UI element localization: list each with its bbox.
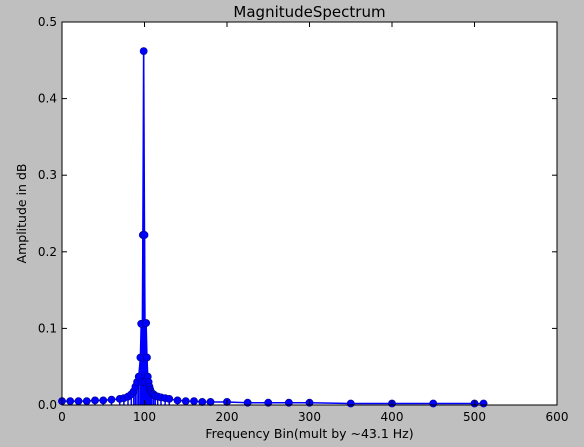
- y-tick-label: 0.2: [38, 245, 57, 259]
- x-tick-label: 0: [58, 410, 66, 424]
- data-point: [142, 319, 151, 327]
- x-tick-label: 100: [133, 410, 156, 424]
- data-point: [181, 397, 190, 406]
- data-point: [107, 395, 116, 404]
- chart-title: MagnitudeSpectrum: [233, 3, 385, 21]
- data-point: [139, 47, 148, 56]
- data-point: [82, 397, 91, 406]
- data-point: [190, 397, 198, 406]
- y-tick-label: 0.0: [38, 398, 57, 412]
- data-point: [143, 353, 151, 362]
- y-tick-label: 0.1: [38, 321, 57, 335]
- x-axis-label: Frequency Bin(mult by ~43.1 Hz): [205, 426, 413, 441]
- y-tick-label: 0.4: [38, 92, 57, 106]
- x-tick-label: 300: [298, 410, 321, 424]
- ticks-layer: 0 100 200 300 400 500 600 0.0 0.1 0.2 0.3 0.4 0.5: [38, 15, 569, 424]
- y-axis-label: Amplitude in dB: [14, 164, 29, 264]
- x-tick-label: 200: [216, 410, 239, 424]
- data-point: [165, 394, 174, 403]
- data-point: [346, 399, 355, 408]
- plot-area: [62, 22, 557, 405]
- data-point: [173, 396, 182, 405]
- x-tick-label: 400: [381, 410, 404, 424]
- data-point: [479, 399, 488, 408]
- data-point: [206, 398, 215, 406]
- data-point: [140, 231, 149, 239]
- x-tick-label: 500: [463, 410, 486, 424]
- data-point: [429, 399, 438, 408]
- data-point: [66, 397, 75, 406]
- data-point: [99, 396, 108, 405]
- data-point: [91, 396, 99, 405]
- data-point: [74, 397, 83, 406]
- plot-frame: [61, 21, 558, 406]
- y-tick-label: 0.3: [38, 168, 57, 182]
- y-tick-label: 0.5: [38, 15, 57, 29]
- x-tick-label: 600: [546, 410, 569, 424]
- data-point: [136, 353, 145, 362]
- data-point: [198, 398, 207, 406]
